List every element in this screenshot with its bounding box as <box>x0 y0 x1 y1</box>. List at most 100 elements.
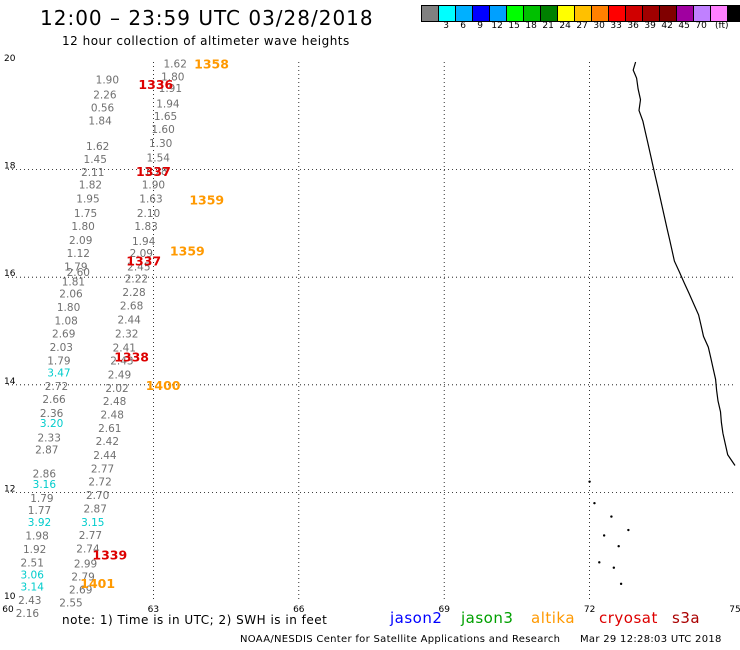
satellite-name: jason2 <box>390 609 443 627</box>
wave-height-value: 2.26 <box>93 90 117 102</box>
island-mark <box>612 566 616 569</box>
wave-height-value: 2.45 <box>127 262 150 274</box>
legend-swatch <box>677 6 694 21</box>
wave-height-value: 2.44 <box>93 450 117 462</box>
lon-tick-label: 60 <box>2 605 14 615</box>
wave-height-value: 3.14 <box>21 581 45 593</box>
legend-swatch <box>558 6 575 21</box>
wave-height-value: 2.60 <box>67 267 90 279</box>
wave-height-value: 2.42 <box>96 436 119 448</box>
wave-height-value: 1.78 <box>144 166 167 178</box>
satellite-name: cryosat <box>599 609 658 627</box>
lon-tick-label: 63 <box>148 605 159 615</box>
wave-height-value: 2.87 <box>35 445 58 457</box>
wave-height-value: 3.15 <box>81 517 104 529</box>
wave-height-value: 2.70 <box>86 490 109 502</box>
wave-height-value: 2.06 <box>59 289 83 301</box>
wave-height-value: 2.11 <box>81 167 104 179</box>
island-mark <box>588 480 591 483</box>
legend-label: 3 <box>443 21 449 31</box>
wave-height-value: 2.74 <box>76 544 100 556</box>
wave-height-value: 1.60 <box>151 124 174 136</box>
lon-tick-label: 69 <box>438 605 450 615</box>
wave-height-value: 1.80 <box>57 302 80 314</box>
legend-swatch <box>575 6 592 21</box>
wave-height-value: 2.68 <box>120 300 143 312</box>
wave-height-value: 2.02 <box>105 383 128 395</box>
color-scale-legend <box>421 5 740 22</box>
wave-height-value: 2.16 <box>16 608 40 620</box>
legend-swatch <box>456 6 473 21</box>
legend-label: 12 <box>491 21 503 31</box>
wave-height-value: 1.30 <box>149 138 172 150</box>
legend-swatch <box>439 6 456 21</box>
wave-height-value: 1.80 <box>161 71 184 83</box>
legend-label: 6 <box>460 21 466 31</box>
legend-label: 39 <box>644 21 656 31</box>
wave-height-value: 1.75 <box>74 208 97 220</box>
legend-swatch <box>592 6 609 21</box>
wave-height-value: 2.61 <box>98 423 121 435</box>
wave-height-value: 3.92 <box>28 517 51 529</box>
track-label: 1400 <box>146 378 181 393</box>
legend-label: 24 <box>559 21 571 31</box>
wave-height-value: 2.49 <box>108 369 131 381</box>
track-labels: 1358 1336 1337 1359 1359 1337 1338 1400 1339 1401 <box>80 56 229 591</box>
island-mark <box>617 545 620 548</box>
track-label: 1337 <box>136 164 171 179</box>
wave-height-value: 2.33 <box>38 432 61 444</box>
island-mark <box>602 534 606 537</box>
legend-swatch <box>711 6 728 21</box>
legend-label: 70 <box>695 21 707 31</box>
coastline-path <box>632 61 736 466</box>
legend-label: 21 <box>542 21 554 31</box>
legend-label: 15 <box>508 21 520 31</box>
lon-tick-label: 75 <box>729 605 740 615</box>
wave-height-value: 1.90 <box>96 75 119 87</box>
wave-height-value: 2.72 <box>88 476 111 488</box>
map-grid <box>8 62 735 600</box>
credit-text: NOAA/NESDIS Center for Satellite Applica… <box>240 634 561 645</box>
wave-height-value: 2.36 <box>40 408 64 420</box>
wave-height-value: 2.48 <box>103 396 126 408</box>
legend-swatch <box>643 6 660 21</box>
track-label: 1358 <box>194 56 229 71</box>
wave-height-value: 2.09 <box>130 248 153 260</box>
wave-height-value: 1.82 <box>79 179 102 191</box>
page-title: 12:00 – 23:59 UTC 03/28/2018 <box>40 6 374 30</box>
wave-height-value: 2.28 <box>122 287 145 299</box>
lon-tick-label: 66 <box>293 605 305 615</box>
wave-height-value: 1.98 <box>25 531 48 543</box>
island-mark <box>598 561 601 564</box>
wave-height-value: 2.69 <box>52 328 75 340</box>
wave-height-value: 3.47 <box>47 368 70 380</box>
wave-height-value: 1.90 <box>142 179 165 191</box>
legend-label: 36 <box>627 21 639 31</box>
legend-swatch <box>524 6 541 21</box>
legend-swatch <box>728 6 740 21</box>
island-mark <box>610 515 613 518</box>
map-axis-labels: 60 63 66 69 72 75 10 12 14 16 18 20 <box>2 54 740 615</box>
wave-height-value: 1.94 <box>156 99 180 111</box>
wave-height-value: 1.79 <box>64 262 87 274</box>
island-mark <box>619 582 623 586</box>
satellite-name: jason3 <box>461 609 514 627</box>
island-mark <box>627 528 630 532</box>
legend-swatch <box>541 6 558 21</box>
wave-height-value: 1.54 <box>147 153 171 165</box>
legend-label: 9 <box>477 21 483 31</box>
legend-unit: (ft) <box>715 21 729 31</box>
wave-height-value: 3.20 <box>40 418 63 430</box>
legend-swatch <box>694 6 711 21</box>
wave-height-value: 2.79 <box>71 572 94 584</box>
wave-height-value: 1.84 <box>88 115 112 127</box>
wave-height-value: 2.99 <box>74 559 97 571</box>
lon-tick-label: 72 <box>584 605 595 615</box>
wave-height-value: 2.10 <box>137 208 160 220</box>
wave-height-value: 2.43 <box>110 355 133 367</box>
wave-height-value: 1.45 <box>84 154 107 166</box>
legend-swatch <box>660 6 677 21</box>
wave-height-value: 2.43 <box>18 595 41 607</box>
